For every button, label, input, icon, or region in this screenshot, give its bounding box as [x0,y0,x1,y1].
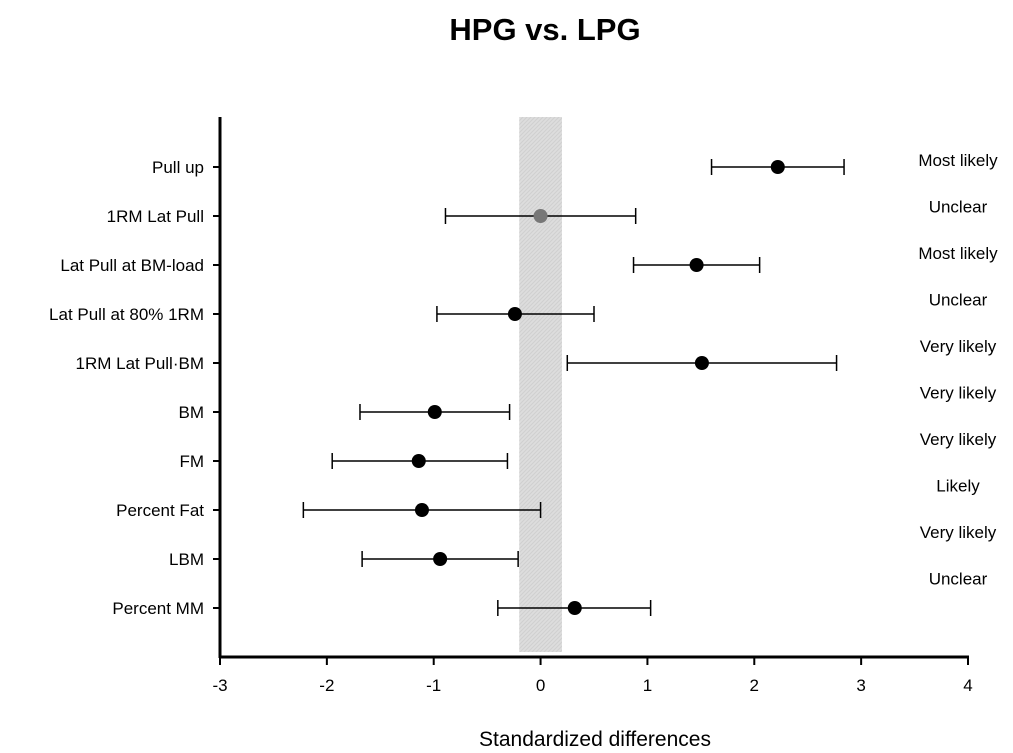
row-label: BM [179,403,205,422]
point-estimate [694,356,709,370]
x-tick-label: 1 [643,676,652,695]
row-label: Percent Fat [116,501,204,520]
row: Percent Fat Likely [116,477,980,521]
likelihood-annotation: Very likely [920,523,997,542]
x-axis-label: Standardized differences [479,728,711,751]
row-label: FM [179,452,204,471]
row-label: Pull up [152,158,204,177]
point-estimate [411,454,426,468]
likelihood-annotation: Unclear [929,198,988,217]
likelihood-annotation: Most likely [918,244,998,263]
row: BM Very likely [179,384,997,423]
x-tick-label: -3 [212,676,227,695]
likelihood-annotation: Unclear [929,570,988,589]
trivial-zone [519,117,562,652]
likelihood-annotation: Very likely [920,384,997,403]
likelihood-annotation: Likely [936,477,980,496]
point-estimate [427,405,442,419]
x-tick-label: -2 [319,676,334,695]
likelihood-annotation: Very likely [920,430,997,449]
point-estimate [414,503,429,517]
x-tick-label: 2 [750,676,759,695]
row: 1RM Lat Pull·BM Very likely [76,337,997,373]
row-label: 1RM Lat Pull·BM [76,354,204,373]
chart-title: HPG vs. LPG [449,12,640,47]
row: Lat Pull at 80% 1RM Unclear [49,291,988,325]
row-label: Lat Pull at BM-load [60,256,204,275]
trivial-zone-layer [519,117,562,652]
row: Percent MM Unclear [112,570,987,619]
row: LBM Very likely [169,523,997,569]
point-estimate [689,258,704,272]
row-label: LBM [169,550,204,569]
point-estimate [567,601,582,615]
row-label: Percent MM [112,599,204,618]
x-tick-label: -1 [426,676,441,695]
row: 1RM Lat Pull Unclear [107,198,988,227]
row: Pull up Most likely [152,151,998,177]
row: FM Very likely [179,430,996,471]
likelihood-annotation: Very likely [920,337,997,356]
row-label: Lat Pull at 80% 1RM [49,305,204,324]
x-tick-label: 3 [856,676,865,695]
axes: -3 -2 -1 0 1 2 3 4 [212,117,973,695]
point-estimate [507,307,522,321]
point-estimate [770,160,785,174]
point-estimate [433,552,448,566]
x-tick-label: 0 [536,676,545,695]
row-label: 1RM Lat Pull [107,207,204,226]
point-estimate [533,209,548,223]
row: Lat Pull at BM-load Most likely [60,244,998,275]
likelihood-annotation: Unclear [929,291,988,310]
likelihood-annotation: Most likely [918,151,998,170]
x-tick-label: 4 [963,676,972,695]
